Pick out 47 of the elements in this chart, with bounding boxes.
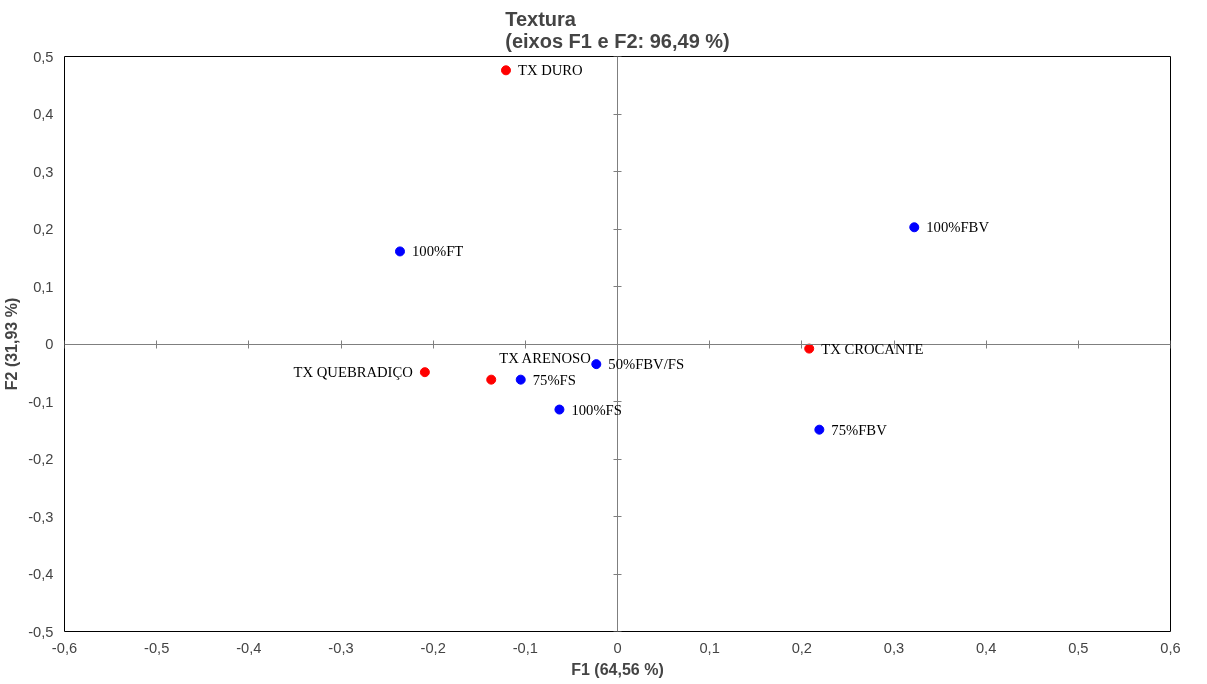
x-tick-label: 0,3 [883,639,905,656]
point [909,222,920,233]
x-tick-label: 0,1 [699,639,720,656]
point [591,359,602,370]
x-tick-label: 0,5 [1068,639,1089,656]
x-tick-label: -0,1 [512,639,538,656]
x-tick-label: 0,4 [975,639,997,656]
x-tick-label: 0 [613,639,622,656]
annotation: 100%FT [411,243,464,260]
x-tick-label: -0,3 [328,639,354,656]
y-axis-title: F2 (31,93 %) [3,297,21,391]
point [554,404,565,415]
y-tick-label: 0 [45,336,54,352]
x-tick-label: 0,2 [791,639,813,656]
point [515,374,526,385]
annotation: TX QUEBRADIÇO [293,364,413,381]
x-tick-label: -0,2 [420,639,446,656]
y-tick-label: 0,4 [33,106,54,122]
y-tick-label: -0,5 [28,623,54,640]
y-tick-label: 0,2 [33,221,54,237]
annotation: 75%FS [532,371,576,388]
annotation: 75%FBV [831,421,888,438]
y-tick-label: 0,5 [33,48,54,65]
x-tick-label: -0,4 [236,639,262,656]
y-tick-label: -0,4 [28,566,54,582]
point [500,65,511,76]
annotation: 100%FS [571,401,622,418]
y-tick-label: -0,3 [28,508,54,525]
point [419,367,430,378]
point [486,374,497,385]
annotation: TX ARENOSO [499,349,591,366]
y-tick-label: 0,3 [33,163,54,180]
annotation: TX CROCANTE [821,340,924,357]
y-tick-label: -0,1 [28,393,54,410]
y-tick-label: 0,1 [33,278,54,295]
annotation: 50%FBV/FS [608,356,685,373]
annotation: 100%FBV [926,219,990,236]
chart-title: Textura (eixos F1 e F2: 96,49 %) [505,7,730,52]
point [804,343,815,354]
x-tick-label: 0,6 [1160,639,1181,656]
point [814,424,825,435]
x-axis-title: F1 (64,56 %) [571,660,664,678]
x-tick-label: -0,5 [144,639,170,656]
x-tick-label: -0,6 [51,639,78,656]
y-tick-label: -0,2 [28,451,54,467]
point [394,246,405,257]
annotation: TX DURO [517,62,583,79]
